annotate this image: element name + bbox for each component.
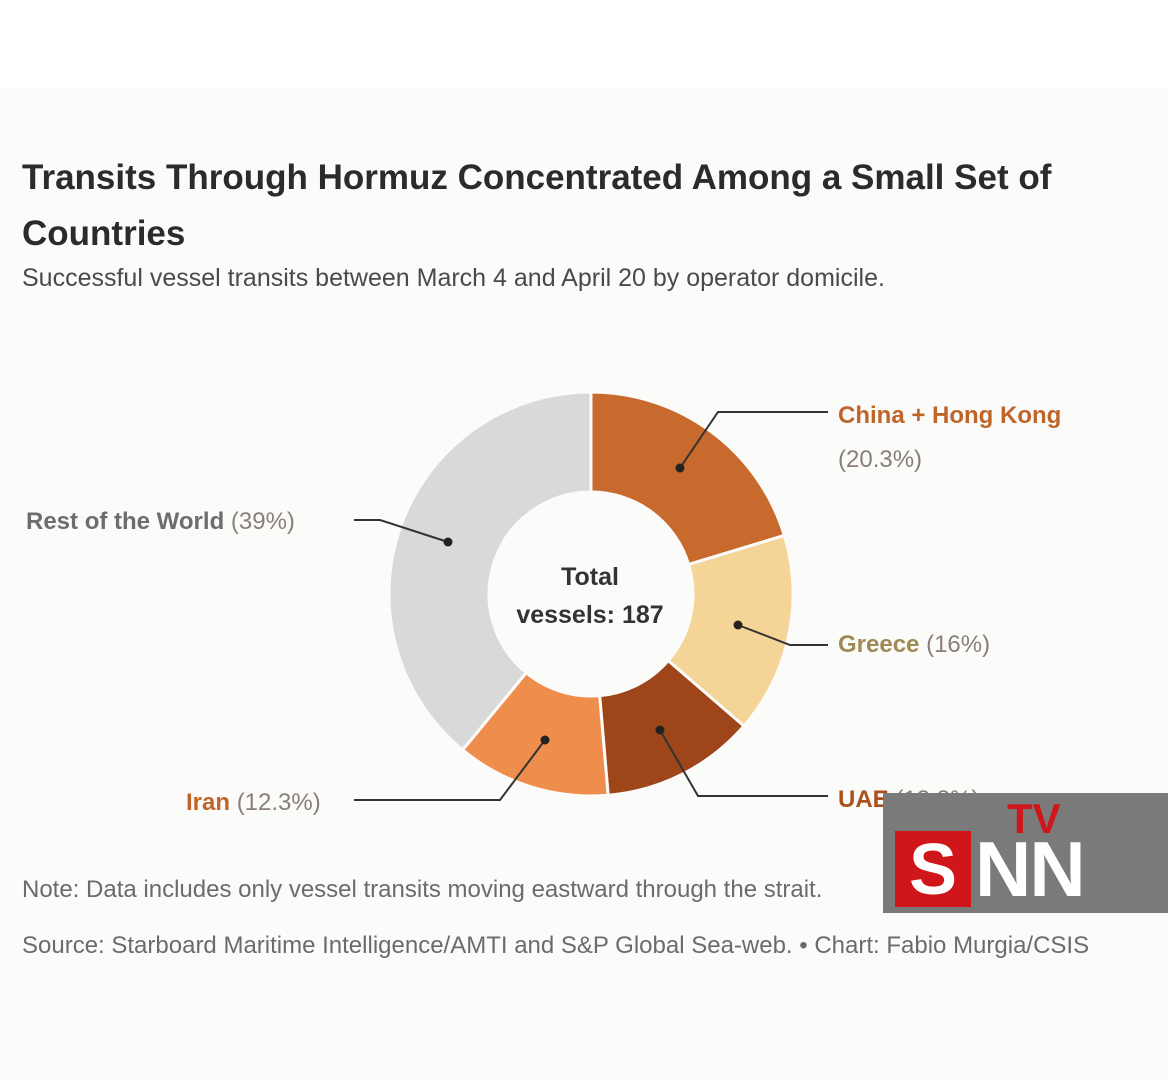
leader-line-china-hong-kong — [679, 411, 828, 469]
donut-slice-greece — [666, 533, 795, 729]
chart-subtitle: Successful vessel transits between March… — [22, 264, 885, 292]
label-iran-name: Iran — [186, 789, 231, 816]
leader-line-greece — [737, 624, 828, 646]
leader-dot-china-hong-kong — [675, 463, 685, 473]
label-rest-of-world-percent: (39%) — [230, 508, 295, 535]
chart-note: Note: Data includes only vessel transits… — [22, 876, 823, 903]
watermark-s-text: S — [895, 831, 971, 909]
label-rest-of-world: Rest of the World (39%) — [26, 508, 295, 536]
label-greece-name: Greece — [838, 631, 920, 658]
center-label: Total vessels: 187 — [490, 558, 690, 634]
label-china-hong-kong-percent-row: (20.3%) — [838, 446, 922, 474]
label-china-hong-kong-percent: (20.3%) — [838, 446, 923, 473]
leader-line-rest-of-world — [354, 519, 449, 543]
top-band — [0, 0, 1168, 88]
label-greece-percent: (16%) — [926, 631, 991, 658]
leader-dot-uae — [655, 725, 665, 735]
chart-source: Source: Starboard Maritime Intelligence/… — [22, 932, 1090, 959]
label-rest-of-world-name: Rest of the World — [26, 508, 225, 535]
leader-dot-greece — [733, 620, 743, 630]
watermark-nn-text: NN — [975, 825, 1086, 913]
leader-dot-rest-of-world — [443, 537, 453, 547]
label-uae-name: UAE — [838, 786, 889, 813]
leader-line-uae — [659, 729, 828, 797]
label-china-hong-kong-name: China + Hong Kong — [838, 402, 1062, 429]
label-china-hong-kong: China + Hong Kong — [838, 402, 1061, 430]
donut-slice-rest-of-world — [387, 390, 593, 753]
watermark-tv-text: TV — [1007, 795, 1061, 842]
chart-card — [0, 88, 1168, 1080]
snn-tv-watermark: TV S NN — [883, 793, 1168, 913]
donut-slice-china-hong-kong — [589, 390, 787, 567]
center-label-line2: vessels: 187 — [516, 601, 664, 629]
label-iran-percent: (12.3%) — [236, 789, 321, 816]
leader-line-iran — [354, 739, 546, 801]
label-iran: Iran (12.3%) — [186, 789, 321, 817]
leader-dot-iran — [540, 735, 550, 745]
label-greece: Greece (16%) — [838, 631, 990, 659]
chart-title: Transits Through Hormuz Concentrated Amo… — [22, 158, 1052, 253]
center-label-line1: Total — [561, 563, 619, 591]
